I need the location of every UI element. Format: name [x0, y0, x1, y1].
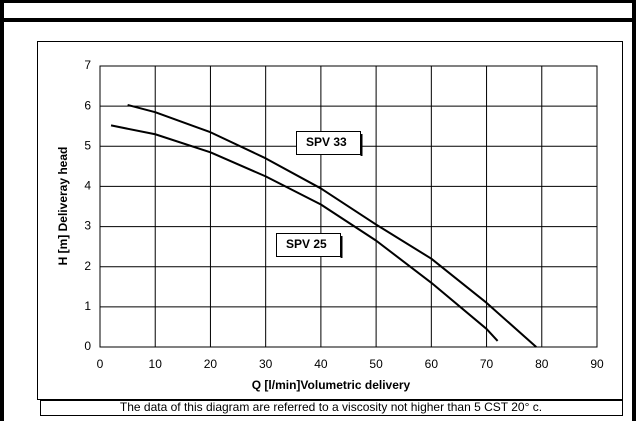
y-tick-label: 6	[84, 98, 91, 112]
y-tick-label: 2	[84, 259, 91, 273]
x-tick-label: 70	[480, 357, 494, 371]
series-label-shadow	[360, 134, 363, 156]
x-tick-label: 80	[535, 357, 549, 371]
x-tick-label: 60	[425, 357, 439, 371]
chart-box	[37, 41, 623, 400]
y-tick-label: 1	[84, 299, 91, 313]
frame-bar	[0, 18, 636, 22]
y-tick-label: 7	[84, 58, 91, 72]
frame-top	[0, 0, 636, 3]
series-label: SPV 33	[306, 135, 347, 149]
series-label-shadow	[340, 236, 343, 258]
x-tick-label: 40	[314, 357, 328, 371]
y-axis-label: H [m] Deliveray head	[56, 147, 70, 266]
x-axis-label: Q [l/min]Volumetric delivery	[252, 378, 411, 392]
x-tick-label: 20	[204, 357, 218, 371]
x-tick-label: 0	[97, 357, 104, 371]
note: The data of this diagram are referred to…	[120, 400, 542, 414]
series-line	[127, 103, 537, 348]
x-tick-label: 10	[149, 357, 163, 371]
x-tick-label: 30	[259, 357, 273, 371]
y-tick-label: 0	[84, 339, 91, 353]
frame-right	[632, 0, 636, 421]
series-line	[110, 124, 499, 342]
frame-left	[0, 0, 4, 421]
y-tick-label: 4	[84, 179, 91, 193]
series-label: SPV 25	[286, 237, 327, 251]
y-tick-label: 5	[84, 138, 91, 152]
x-tick-label: 90	[590, 357, 604, 371]
x-tick-label: 50	[369, 357, 383, 371]
note-box	[40, 400, 623, 416]
y-tick-label: 3	[84, 219, 91, 233]
